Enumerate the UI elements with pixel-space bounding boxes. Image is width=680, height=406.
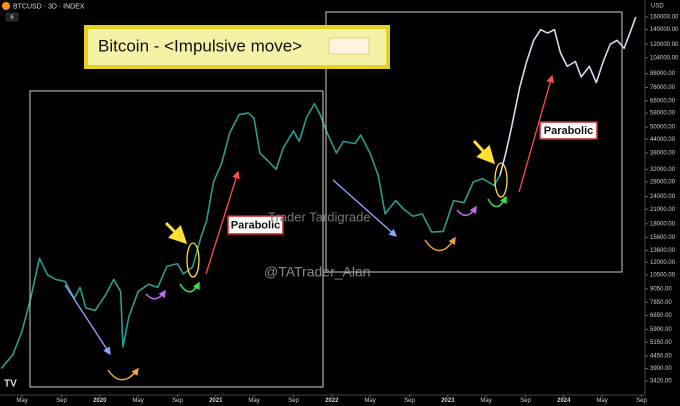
y-tick-label: 88000.00 xyxy=(650,71,676,77)
arrow xyxy=(145,289,166,300)
y-tick-label: 24000.00 xyxy=(650,194,676,200)
arrow xyxy=(456,205,477,216)
y-tick-label: 50000.00 xyxy=(650,125,676,131)
price-line xyxy=(0,102,501,370)
symbol-icon xyxy=(2,2,10,10)
y-tick-label: 15600.00 xyxy=(650,235,676,241)
arrow xyxy=(487,195,507,208)
arrow xyxy=(424,236,456,252)
y-tick-label: 28000.00 xyxy=(650,180,676,186)
highlight xyxy=(494,162,508,198)
y-tick-label: 6850.00 xyxy=(650,313,672,319)
annotation: Parabolic xyxy=(231,219,281,231)
label-box xyxy=(227,215,284,235)
currency: USD xyxy=(651,4,664,10)
header: BTCUSD · 3D · INDEX xyxy=(13,3,85,10)
y-tick-label: 3900.00 xyxy=(650,366,672,372)
label-box xyxy=(539,121,598,140)
x-tick-label: 2024 xyxy=(557,398,571,404)
x-tick-label: May xyxy=(480,398,491,404)
y-tick-label: 10500.00 xyxy=(650,272,676,278)
arrow xyxy=(64,284,111,356)
range-box xyxy=(325,11,623,273)
x-tick-label: May xyxy=(132,398,143,404)
y-tick-label: 140000.00 xyxy=(650,27,679,33)
arrow xyxy=(472,139,496,165)
y-tick-label: 160000.00 xyxy=(650,15,679,21)
x-tick-label: 2022 xyxy=(325,398,339,404)
annotation: Parabolic xyxy=(544,125,594,137)
y-tick-label: 3420.00 xyxy=(650,379,672,385)
logo-badge xyxy=(328,37,370,55)
y-tick-label: 21000.00 xyxy=(650,207,676,213)
y-tick-label: 12000.00 xyxy=(650,260,676,266)
y-tick-label: 44000.00 xyxy=(650,137,676,143)
x-tick-label: Sep xyxy=(636,398,647,404)
x-tick-label: 2021 xyxy=(209,398,223,404)
x-tick-label: Sep xyxy=(520,398,531,404)
arrow xyxy=(518,74,554,193)
x-tick-label: May xyxy=(596,398,607,404)
y-tick-label: 5900.00 xyxy=(650,327,672,333)
y-tick-label: 76000.00 xyxy=(650,85,676,91)
range-box xyxy=(29,90,324,388)
y-tick-label: 7850.00 xyxy=(650,300,672,306)
plot xyxy=(0,16,637,370)
x-tick-label: May xyxy=(248,398,259,404)
overlays: Bitcoin - <Impulsive move> Parabolic Par… xyxy=(29,11,623,388)
y-tick-label: 104000.00 xyxy=(650,55,679,61)
watermark: Trader Tardigrade xyxy=(268,209,371,224)
arrow xyxy=(107,367,139,381)
interval-badge[interactable] xyxy=(5,12,19,22)
x-tick-label: 2023 xyxy=(441,398,455,404)
ticks: 160000.00 140000.00 120000.00 104000.00 8800… xyxy=(16,15,679,404)
x-tick-label: Sep xyxy=(404,398,415,404)
x-tick-label: Sep xyxy=(288,398,299,404)
title: Bitcoin - <Impulsive move> xyxy=(98,36,302,55)
y-tick-label: 66000.00 xyxy=(650,98,676,104)
y-tick-label: 38000.00 xyxy=(650,151,676,157)
y-tick-label: 13600.00 xyxy=(650,248,676,254)
x-tick-label: May xyxy=(16,398,27,404)
arrow xyxy=(164,221,188,245)
y-tick-label: 18000.00 xyxy=(650,221,676,227)
x-tick-label: Sep xyxy=(56,398,67,404)
x-tick-label: May xyxy=(364,398,375,404)
y-tick-label: 5150.00 xyxy=(650,340,672,346)
arrow xyxy=(179,281,200,293)
price-line xyxy=(499,16,637,176)
y-tick-label: 120000.00 xyxy=(650,42,679,48)
y-tick-label: 58000.00 xyxy=(650,111,676,117)
x-tick-label: 2020 xyxy=(93,398,107,404)
x-tick-label: Sep xyxy=(172,398,183,404)
y-tick-label: 32000.00 xyxy=(650,167,676,173)
y-tick-label: 9050.00 xyxy=(650,286,672,292)
tv-logo: TV xyxy=(4,379,17,390)
interval-badge-text: 6 xyxy=(10,15,14,21)
arrow xyxy=(205,170,240,275)
watermark: @TATrader_Alan xyxy=(264,264,371,280)
highlight xyxy=(186,242,200,278)
y-tick-label: 4450.00 xyxy=(650,354,672,360)
arrow xyxy=(332,179,397,237)
